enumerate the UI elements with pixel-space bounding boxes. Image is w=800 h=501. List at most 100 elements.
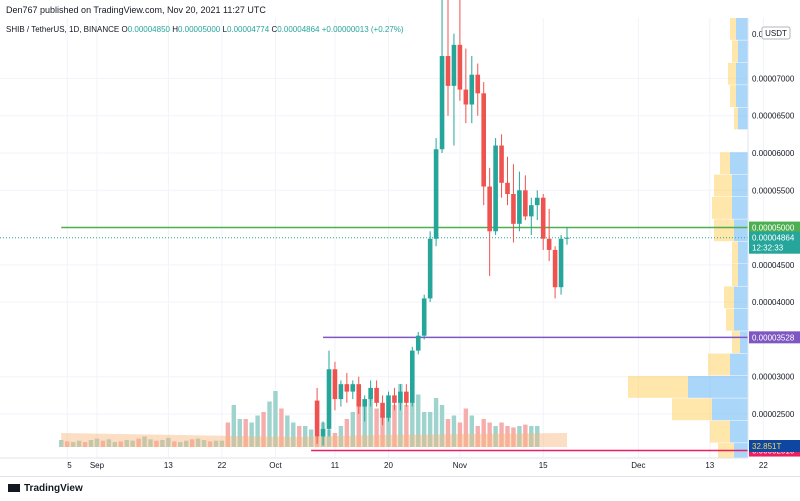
candle-body [546, 238, 552, 250]
currency-label: USDT [765, 29, 787, 38]
x-tick-label: 13 [164, 461, 173, 470]
volume-bar [439, 405, 445, 447]
tradingview-logo[interactable]: TradingView [8, 477, 83, 501]
volume-bar [130, 440, 135, 447]
vp-up-bar [730, 152, 748, 175]
open-label: O [121, 25, 128, 34]
vp-up-bar [730, 420, 748, 443]
vp-up-bar [732, 196, 748, 219]
plot-background [0, 18, 748, 458]
volume-bar [160, 440, 165, 447]
vp-up-bar [738, 241, 748, 264]
vp-down-bar [730, 85, 736, 107]
vp-up-bar [736, 62, 748, 85]
candle-body [398, 391, 403, 403]
volume-bar [368, 391, 373, 447]
volume-bar [237, 419, 242, 447]
x-tick-label: 22 [759, 461, 768, 470]
candle-body [481, 93, 486, 187]
volume-bar [118, 441, 123, 447]
vp-up-bar [738, 107, 748, 130]
volume-bar [267, 401, 272, 447]
y-tick-label: 0.00006000 [752, 149, 795, 158]
volume-bar [124, 440, 129, 447]
volume-bar [255, 415, 260, 447]
candle-body [493, 145, 498, 232]
candle-body [421, 298, 427, 336]
candle-body [427, 238, 433, 299]
tradingview-logo-text: TradingView [24, 483, 83, 494]
volume-bar [511, 427, 516, 447]
currency-badge[interactable]: USDT [761, 26, 791, 40]
volume-bar [219, 440, 225, 447]
candle-body [314, 400, 320, 437]
candle-body [368, 387, 373, 400]
volume-bar [410, 391, 415, 447]
low-label: L [222, 25, 227, 34]
low-value: 0.00004774 [226, 25, 270, 34]
vp-down-bar [714, 219, 734, 242]
vp-down-bar [628, 375, 688, 398]
candle-body [410, 350, 415, 403]
volume-bar [499, 422, 504, 447]
price-marker [749, 221, 800, 234]
volume-marker-label: 32.851T [752, 442, 781, 451]
volume-bar [326, 429, 332, 447]
vp-down-bar [728, 62, 736, 85]
x-axis[interactable]: 5Sep1322Oct1120Nov15Dec13222022 [67, 461, 800, 470]
volume-bar [166, 437, 171, 447]
candle-body [517, 190, 522, 224]
y-tick-label: 0.00005500 [752, 186, 795, 195]
candle-body [511, 194, 516, 224]
volume-bar [243, 419, 248, 447]
volume-bar [487, 422, 492, 447]
volume-bar [213, 440, 219, 447]
volume-bar [505, 426, 510, 447]
y-tick-label: 0.00002500 [752, 410, 795, 419]
candle-body [523, 190, 528, 217]
y-axis[interactable]: 0.00007000 0.00006500 0.00006000 0.00005500… [752, 30, 795, 419]
candle-body [540, 197, 546, 239]
x-tick-label: Oct [269, 461, 282, 470]
candle-body [326, 369, 332, 429]
vp-up-bar [730, 353, 748, 376]
volume-bar [392, 405, 397, 447]
volume-bar [82, 442, 88, 447]
volume-bar [94, 438, 100, 447]
volume-bar [535, 426, 540, 447]
volume-bar [422, 412, 427, 447]
volume-bar [386, 415, 391, 447]
candle-body [415, 335, 421, 351]
volume-bar [303, 426, 308, 447]
volume-bar [523, 424, 528, 447]
volume-profile [628, 18, 748, 458]
candle-body [445, 56, 451, 86]
volume-bar [154, 440, 159, 447]
candle-body [356, 384, 362, 407]
volume-bar [112, 442, 117, 447]
vp-up-bar [734, 308, 748, 331]
high-value: 0.00005000 [177, 25, 221, 34]
vp-down-bar [712, 196, 732, 219]
volume-bar [416, 394, 421, 447]
vp-up-bar [736, 85, 748, 107]
volume-ma-area [61, 433, 567, 447]
candle-body [380, 402, 385, 418]
volume-bar [433, 398, 439, 447]
candle-body [374, 387, 379, 403]
candle-body [505, 182, 510, 194]
price-chart[interactable]: 0.00007000 0.00006500 0.00006000 0.00005500… [0, 0, 800, 476]
volume-bar [463, 408, 469, 447]
volume-bar [249, 422, 254, 447]
vp-up-bar [740, 331, 748, 354]
vp-down-bar [732, 264, 738, 286]
volume-bar [517, 426, 522, 447]
candle-body [457, 44, 463, 90]
x-tick-label: 13 [705, 461, 714, 470]
vp-up-bar [734, 286, 748, 309]
volume-bar [427, 412, 433, 447]
vp-up-bar [712, 398, 748, 421]
change-value: +0.00000013 (+0.27%) [321, 25, 404, 34]
vp-down-bar [710, 420, 730, 443]
volume-bar [178, 442, 183, 447]
